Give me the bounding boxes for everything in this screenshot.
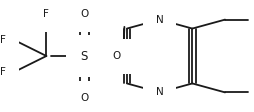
Text: F: F bbox=[0, 35, 6, 45]
Text: O: O bbox=[113, 51, 121, 61]
Text: N: N bbox=[156, 15, 164, 25]
Text: F: F bbox=[43, 9, 49, 19]
Text: F: F bbox=[0, 67, 6, 77]
Text: N: N bbox=[156, 87, 164, 97]
Text: O: O bbox=[80, 9, 88, 19]
Text: S: S bbox=[81, 50, 88, 62]
Text: O: O bbox=[80, 93, 88, 103]
